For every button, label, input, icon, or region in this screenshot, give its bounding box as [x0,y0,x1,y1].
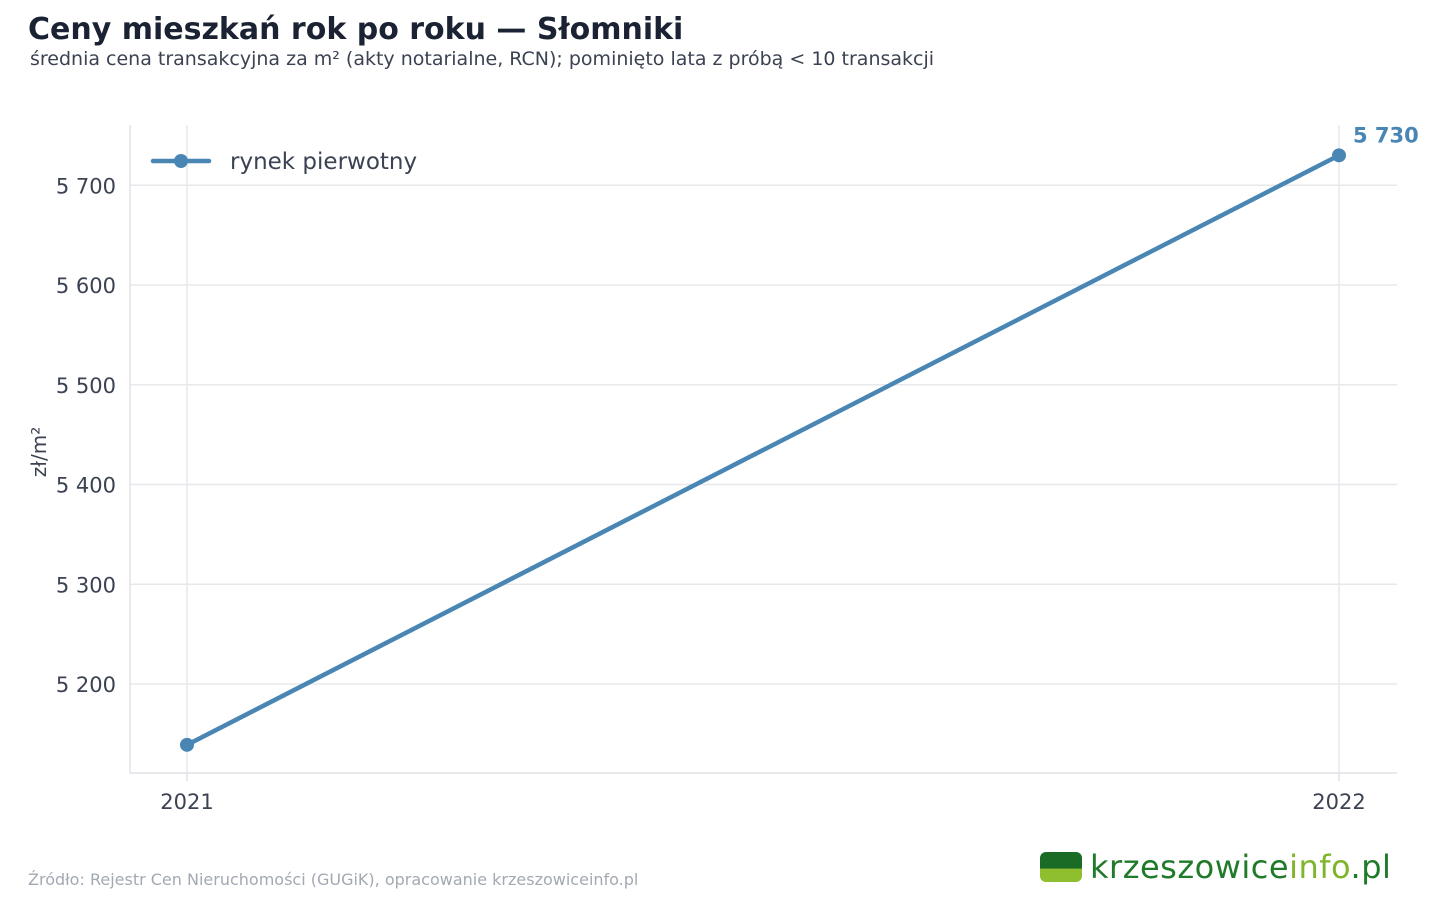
logo-icon [1040,852,1082,882]
y-axis-label: zł/m² [27,426,52,478]
logo-text: krzeszowiceinfo.pl [1090,848,1392,886]
chart-title: Ceny mieszkań rok po roku — Słomniki [28,12,684,47]
y-tick-label: 5 600 [56,274,116,298]
x-tick-label: 2021 [160,790,213,814]
legend-label: rynek pierwotny [230,149,417,175]
y-tick-label: 5 500 [56,374,116,398]
y-tick-label: 5 700 [56,174,116,198]
end-value-label: 5 730 [1353,123,1419,147]
series-line [184,153,1342,748]
x-tick-label: 2022 [1312,790,1365,814]
source-note: Źródło: Rejestr Cen Nieruchomości (GUGiK… [28,870,639,889]
y-tick-label: 5 200 [56,673,116,697]
y-tick-label: 5 300 [56,573,116,597]
brand-logo: krzeszowiceinfo.pl [1040,848,1391,886]
data-point [180,737,194,752]
data-point [1332,148,1346,163]
chart-subtitle: średnia cena transakcyjna za m² (akty no… [30,48,935,70]
legend-marker-icon [174,154,188,168]
y-tick-label: 5 400 [56,474,116,498]
